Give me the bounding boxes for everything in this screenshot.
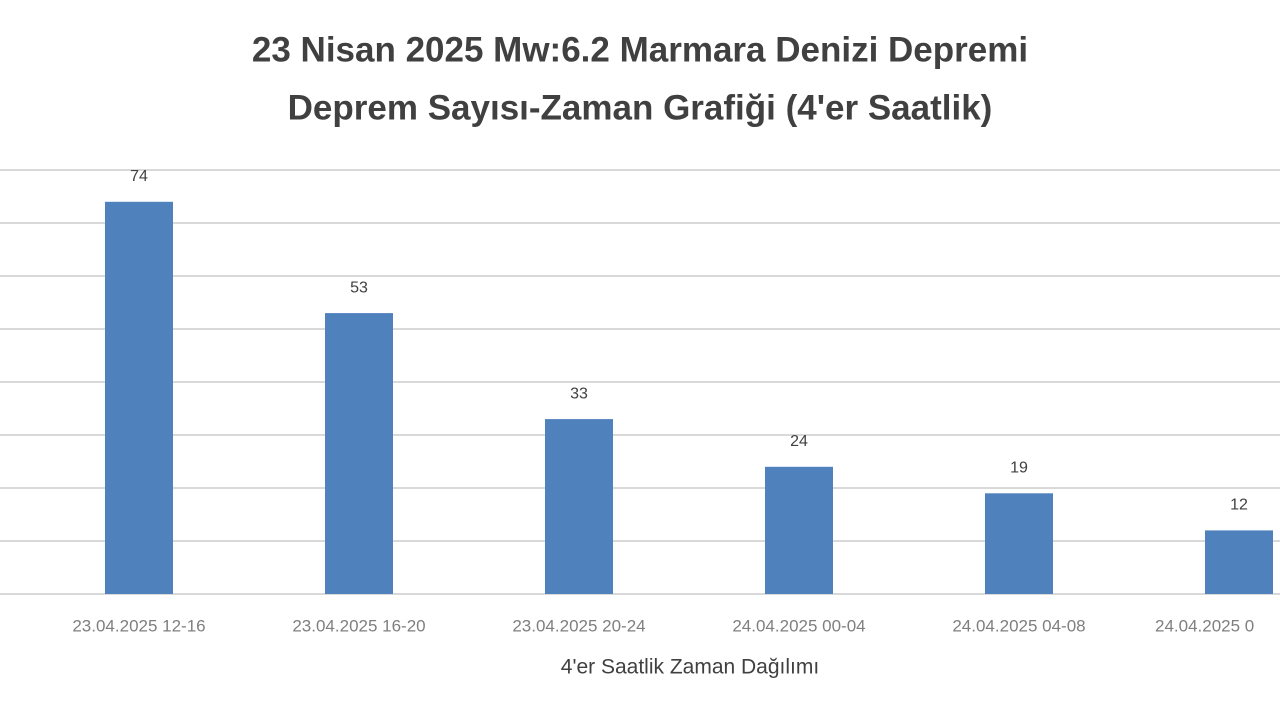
bar bbox=[545, 419, 613, 594]
x-tick-label: 24.04.2025 00-04 bbox=[732, 616, 865, 635]
value-label: 19 bbox=[1010, 460, 1028, 477]
value-label: 74 bbox=[130, 168, 148, 185]
chart-title: 23 Nisan 2025 Mw:6.2 Marmara Denizi Depr… bbox=[252, 30, 1028, 69]
x-axis-title: 4'er Saatlik Zaman Dağılımı bbox=[561, 656, 819, 679]
value-label: 12 bbox=[1230, 497, 1248, 514]
bar bbox=[1205, 530, 1273, 594]
bar bbox=[325, 313, 393, 594]
x-tick-label: 24.04.2025 0 bbox=[1155, 616, 1254, 635]
x-tick-label: 23.04.2025 12-16 bbox=[72, 616, 205, 635]
x-tick-label: 23.04.2025 20-24 bbox=[512, 616, 645, 635]
value-label: 24 bbox=[790, 433, 808, 450]
bar bbox=[105, 201, 173, 595]
bar bbox=[765, 466, 833, 594]
value-label: 53 bbox=[350, 279, 368, 296]
x-tick-label: 23.04.2025 16-20 bbox=[292, 616, 425, 635]
value-label: 33 bbox=[570, 385, 588, 402]
chart-subtitle: Deprem Sayısı-Zaman Grafiği (4'er Saatli… bbox=[288, 88, 993, 127]
x-tick-label: 24.04.2025 04-08 bbox=[952, 616, 1085, 635]
bar bbox=[985, 493, 1053, 594]
